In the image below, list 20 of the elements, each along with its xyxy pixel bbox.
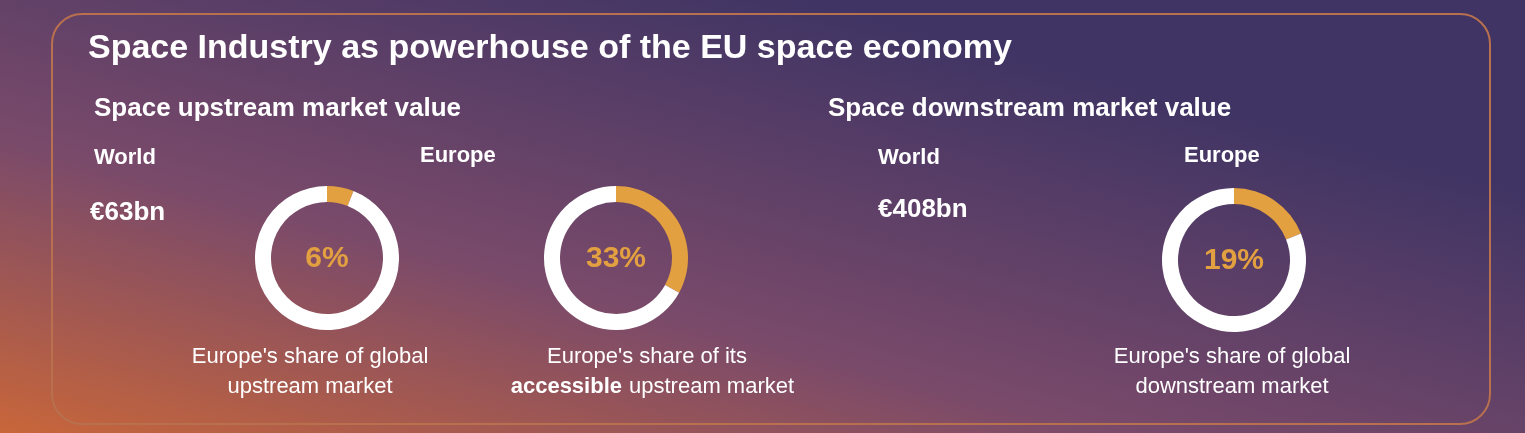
text: Europe's share of global upstream market <box>191 343 429 398</box>
data-label: 33% <box>585 240 647 273</box>
donut-slice <box>255 186 399 330</box>
chart-title: Space downstream market value <box>828 92 1232 122</box>
data-label: 19% <box>1203 242 1265 275</box>
data-label: 6% <box>305 240 349 273</box>
text: Europe's share of its accessible upstream market <box>510 343 795 398</box>
donut-slice <box>327 186 354 206</box>
text: Europe <box>1184 142 1260 167</box>
text: World <box>94 144 156 169</box>
chart-title: Space upstream market value <box>94 92 462 122</box>
text: Space Industry as powerhouse of the EU space economy <box>88 27 1013 65</box>
text: €63bn <box>90 196 166 226</box>
text: €408bn <box>878 193 968 223</box>
text: Europe's share of global downstream market <box>1113 343 1351 398</box>
chart-title: Europe <box>420 142 496 167</box>
donut-slice <box>1162 188 1306 332</box>
text: World <box>878 144 940 169</box>
donut-slice <box>1234 188 1301 240</box>
donut-slice <box>544 186 680 330</box>
